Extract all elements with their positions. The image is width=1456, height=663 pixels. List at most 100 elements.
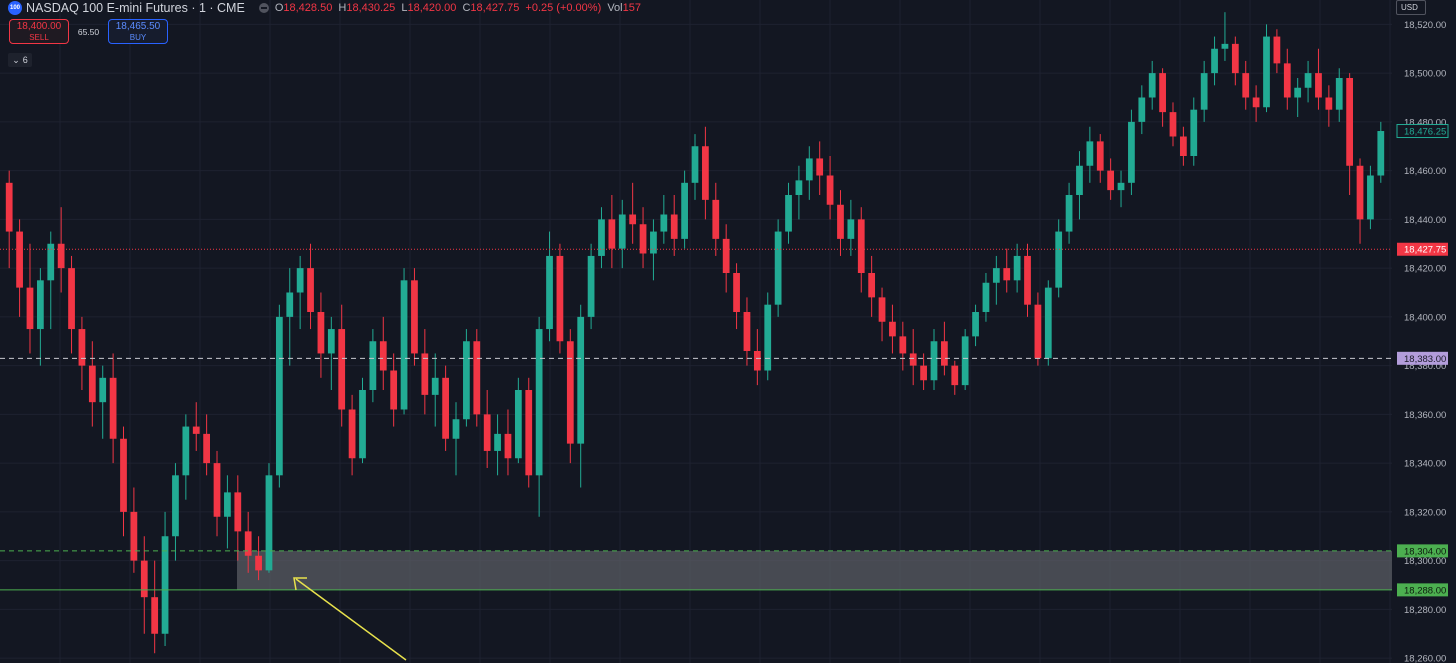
candle-body: [317, 312, 325, 354]
candle-body: [577, 316, 585, 444]
candle-body: [546, 255, 553, 330]
candle-body: [88, 365, 96, 403]
candle-body: [1107, 170, 1115, 191]
high-key: H: [338, 2, 347, 14]
candle-body: [608, 219, 616, 249]
candle-body: [442, 377, 449, 439]
candle-body: [566, 341, 574, 444]
candle-body: [47, 243, 55, 281]
candle-body: [130, 511, 138, 561]
candle-body: [1335, 78, 1343, 110]
candle-body: [1367, 175, 1374, 220]
candle-body: [1304, 73, 1312, 88]
tick-label: 18,300.00: [1404, 556, 1446, 567]
candle-body: [618, 214, 626, 249]
price-label-text: 18,304.00: [1404, 546, 1446, 557]
candle-body: [992, 268, 1000, 283]
candle-body: [1273, 36, 1281, 64]
open-value: 18,428.50: [283, 2, 333, 14]
candle-body: [1315, 73, 1322, 98]
candle-body: [899, 336, 907, 354]
symbol-title[interactable]: NASDAQ 100 E-mini Futures · 1 · CME: [26, 1, 245, 15]
support-zone: [237, 550, 1392, 590]
candle-body: [244, 531, 252, 556]
candle-body: [514, 390, 522, 459]
candle-body: [1169, 112, 1177, 137]
candle-body: [743, 312, 751, 351]
candle-body: [868, 273, 876, 298]
buy-button[interactable]: 18,465.50 BUY: [108, 19, 168, 44]
open-key: O: [274, 2, 284, 14]
candle-body: [556, 255, 564, 342]
candle-body: [1221, 43, 1229, 49]
indicators-collapse-button[interactable]: ⌄ 6: [8, 53, 32, 67]
volume-key: Vol: [607, 2, 623, 14]
candle-body: [1013, 255, 1021, 281]
candle-body: [961, 336, 969, 386]
price-label-box: [1397, 544, 1448, 558]
tick-label: 18,360.00: [1404, 410, 1446, 421]
candle-body: [733, 273, 740, 312]
candle-body: [785, 195, 792, 232]
tick-label: 18,280.00: [1404, 605, 1446, 616]
tick-label: 18,420.00: [1404, 264, 1446, 275]
candle-body: [909, 353, 917, 366]
tick-label: 18,380.00: [1404, 361, 1446, 372]
candle-body: [421, 353, 429, 395]
candle-body: [598, 219, 605, 256]
candle-body: [234, 492, 242, 532]
candle-body: [411, 280, 418, 354]
candle-body: [359, 390, 366, 459]
annotation-arrow: [293, 577, 407, 661]
high-value: 18,430.25: [346, 2, 396, 14]
candle-body: [463, 341, 470, 420]
candle-body: [265, 475, 273, 571]
candle-body: [1252, 97, 1260, 108]
price-axis[interactable]: 18,260.00 18,280.00 18,300.00 18,320.00 18,3…: [1394, 0, 1456, 663]
tick-label: 18,460.00: [1404, 166, 1446, 177]
candle-body: [691, 146, 699, 183]
candle-body: [1200, 73, 1208, 110]
visibility-toggle-icon[interactable]: [258, 3, 269, 13]
candle-body: [795, 180, 803, 195]
close-key: C: [462, 2, 471, 14]
ohlc-readout: O18,428.50 H18,430.25 L18,420.00 C18,427…: [275, 2, 644, 14]
tick-label: 18,520.00: [1404, 20, 1446, 31]
candle-body: [327, 329, 335, 354]
candle-body: [1231, 43, 1239, 74]
candle-body: [816, 158, 824, 176]
candle-body: [1003, 268, 1011, 281]
symbol-logo-icon[interactable]: 100: [8, 1, 22, 15]
candle-body: [275, 316, 283, 476]
low-value: 18,420.00: [407, 2, 457, 14]
arrow-head: [293, 577, 307, 591]
candle-body: [650, 231, 657, 254]
candle-body: [109, 377, 117, 439]
trade-buttons: 18,400.00 SELL 65.50 18,465.50 BUY: [9, 19, 168, 44]
candle-body: [192, 426, 200, 434]
candle-body: [837, 204, 844, 239]
candle-body: [1159, 73, 1166, 113]
candle-body: [1242, 73, 1250, 98]
candle-body: [774, 231, 782, 305]
candle-body: [1044, 287, 1052, 359]
candle-body: [390, 370, 398, 410]
candle-body: [296, 268, 304, 293]
candle-body: [1065, 195, 1073, 232]
low-key: L: [401, 2, 408, 14]
tick-label: 18,480.00: [1404, 117, 1446, 128]
candle-body: [1211, 48, 1218, 74]
candle-body: [722, 238, 730, 273]
currency-selector[interactable]: USD: [1396, 0, 1426, 15]
tick-label: 18,500.00: [1404, 69, 1446, 80]
candle-body: [1283, 63, 1291, 98]
candle-body: [307, 268, 314, 312]
sell-button[interactable]: 18,400.00 SELL: [9, 19, 69, 44]
candle-body: [826, 175, 834, 205]
price-label-text: 18,383.00: [1404, 354, 1446, 365]
price-label-text: 18,476.25: [1404, 127, 1446, 138]
arrow-shaft: [295, 578, 407, 661]
change-value: +0.25 (+0.00%): [525, 2, 602, 14]
buy-label: BUY: [129, 32, 147, 42]
